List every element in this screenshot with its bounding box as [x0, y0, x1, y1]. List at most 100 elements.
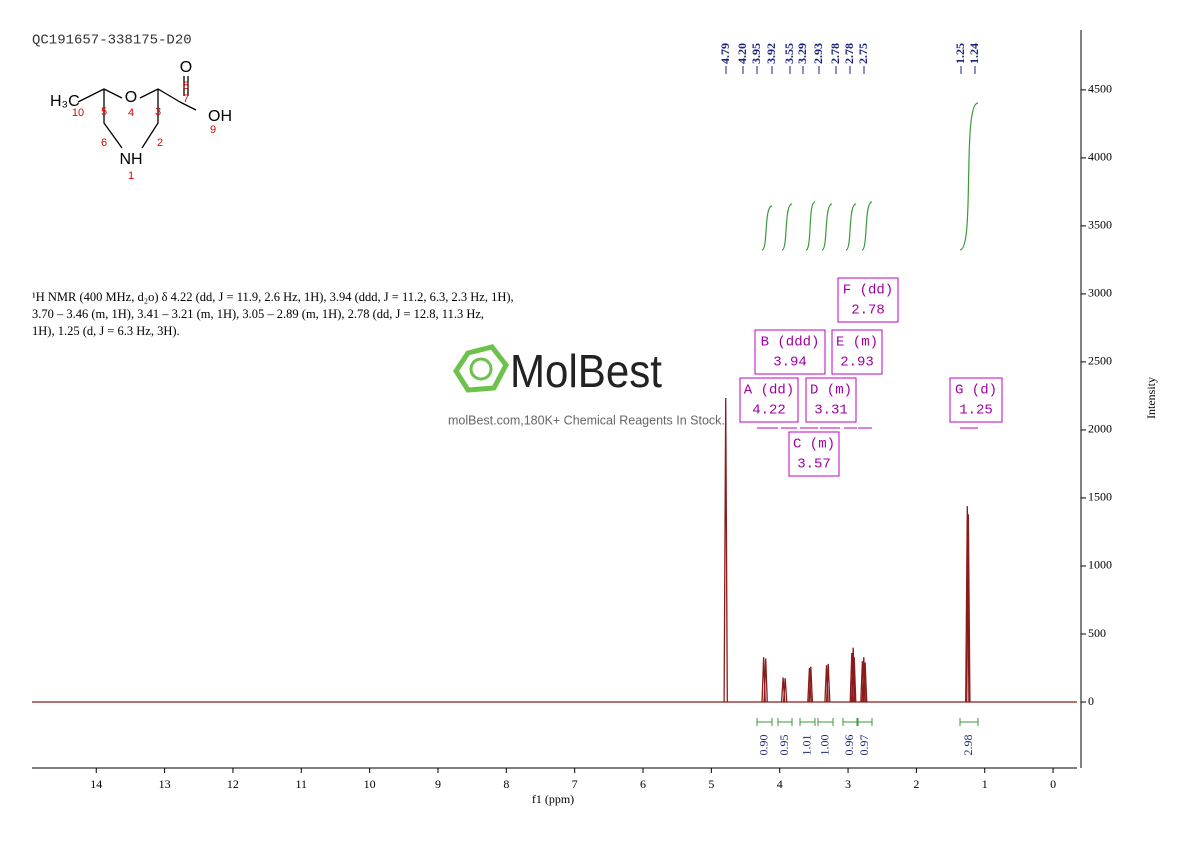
peak — [807, 667, 812, 703]
peak-label: 4.79 — [718, 43, 732, 64]
atom: OH — [208, 108, 232, 125]
x-tick-label: 1 — [982, 777, 988, 791]
integral-label: 0.90 — [756, 735, 770, 756]
y-tick-label: 2000 — [1088, 422, 1112, 436]
atom-number: 10 — [72, 107, 84, 119]
integral-label: 0.96 — [842, 735, 856, 756]
x-tick-label: 7 — [572, 777, 578, 791]
watermark-brand: MolBest — [510, 345, 662, 397]
multiplet-box — [739, 377, 799, 423]
peak-label: 3.95 — [749, 43, 763, 64]
sample-id: QC191657-338175-D20 — [32, 33, 192, 49]
peak — [861, 657, 867, 703]
multiplet-shift: 1.25 — [959, 403, 993, 419]
y-tick-label: 4000 — [1088, 150, 1112, 164]
multiplet-label: F (dd) — [843, 283, 893, 299]
integral-label: 0.95 — [777, 735, 791, 756]
multiplet-shift: 3.31 — [814, 403, 848, 419]
x-tick-label: 3 — [845, 777, 851, 791]
x-tick-label: 11 — [295, 777, 307, 791]
y-tick-label: 0 — [1088, 694, 1094, 708]
integral-bracket — [799, 718, 816, 726]
multiplet-box — [805, 377, 857, 423]
x-tick-label: 9 — [435, 777, 441, 791]
x-tick-label: 14 — [90, 777, 102, 791]
integral-label: 2.98 — [961, 735, 975, 756]
peak — [808, 666, 814, 703]
atom-number: 7 — [183, 93, 189, 105]
y-tick-label: 500 — [1088, 626, 1106, 640]
atom-number: 3 — [155, 106, 161, 118]
x-tick-label: 8 — [503, 777, 509, 791]
atom: O — [125, 89, 137, 106]
peak-label: 4.20 — [735, 43, 749, 64]
atom-number: 6 — [101, 137, 107, 149]
y-tick-label: 3000 — [1088, 286, 1112, 300]
y-axis-label: Intensity — [1144, 377, 1158, 419]
peak — [966, 514, 971, 703]
multiplet-label: A (dd) — [744, 383, 794, 399]
x-tick-label: 4 — [777, 777, 783, 791]
peak-label: 3.92 — [764, 43, 778, 64]
multiplet-label: E (m) — [836, 335, 878, 351]
peak — [851, 657, 857, 703]
multiplet-shift: 3.57 — [797, 457, 831, 473]
integral-label: 1.01 — [799, 735, 813, 756]
y-tick-label: 3500 — [1088, 218, 1112, 232]
x-tick-label: 6 — [640, 777, 646, 791]
y-tick-label: 1000 — [1088, 558, 1112, 572]
multiplet-shift: 2.78 — [851, 303, 885, 319]
multiplet-label: G (d) — [955, 383, 997, 399]
watermark-tagline: molBest.com,180K+ Chemical Reagents In S… — [448, 413, 725, 427]
multiplet-shift: 3.94 — [773, 355, 807, 371]
atom-number: 5 — [101, 106, 107, 118]
multiplet-box — [788, 431, 840, 477]
peak-label: 1.25 — [953, 43, 967, 64]
multiplet-label: C (m) — [793, 437, 835, 453]
peak — [763, 658, 768, 703]
structure-bonds — [77, 76, 197, 149]
multiplet-label: D (m) — [810, 383, 852, 399]
description-line: ¹H NMR (400 MHz, d₂o) δ 4.22 (dd, J = 11… — [32, 290, 514, 304]
peak — [965, 506, 970, 703]
multiplet-shift: 2.93 — [840, 355, 874, 371]
atom-number: 9 — [210, 124, 216, 136]
multiplet-box — [754, 329, 826, 375]
integral-label: 0.97 — [857, 735, 871, 756]
peak-label: 3.29 — [795, 43, 809, 64]
peak-label: 2.78 — [828, 43, 842, 64]
multiplet-shift: 4.22 — [752, 403, 786, 419]
x-tick-label: 0 — [1050, 777, 1056, 791]
x-tick-label: 12 — [227, 777, 239, 791]
peak — [850, 647, 856, 703]
atom: O — [180, 59, 192, 76]
x-tick-label: 10 — [364, 777, 376, 791]
peak-label: 2.75 — [856, 43, 870, 64]
y-tick-label: 1500 — [1088, 490, 1112, 504]
peak — [782, 678, 788, 703]
peak-label: 1.24 — [967, 43, 981, 64]
y-tick-label: 2500 — [1088, 354, 1112, 368]
y-tick-label: 4500 — [1088, 82, 1112, 96]
integral-bracket — [777, 718, 793, 726]
multiplet-box — [837, 277, 899, 323]
atom: H₃C — [50, 93, 80, 110]
atom-number: 1 — [128, 170, 134, 182]
atom-number: 8 — [183, 80, 189, 92]
peak-label: 3.55 — [782, 43, 796, 64]
integral-label: 1.00 — [817, 735, 831, 756]
integral-bracket — [756, 718, 773, 726]
x-tick-label: 5 — [708, 777, 714, 791]
peak — [862, 662, 868, 703]
x-tick-label: 2 — [913, 777, 919, 791]
multiplet-box — [949, 377, 1003, 423]
integral-bracket — [842, 718, 858, 726]
atom-number: 4 — [128, 107, 134, 119]
multiplet-label: B (ddd) — [761, 335, 820, 351]
integral-bracket — [959, 718, 979, 726]
peak-label: 2.93 — [811, 43, 825, 64]
integral-curves — [761, 102, 979, 251]
description-line: 3.70 – 3.46 (m, 1H), 3.41 – 3.21 (m, 1H)… — [32, 307, 484, 321]
peak — [825, 663, 831, 703]
